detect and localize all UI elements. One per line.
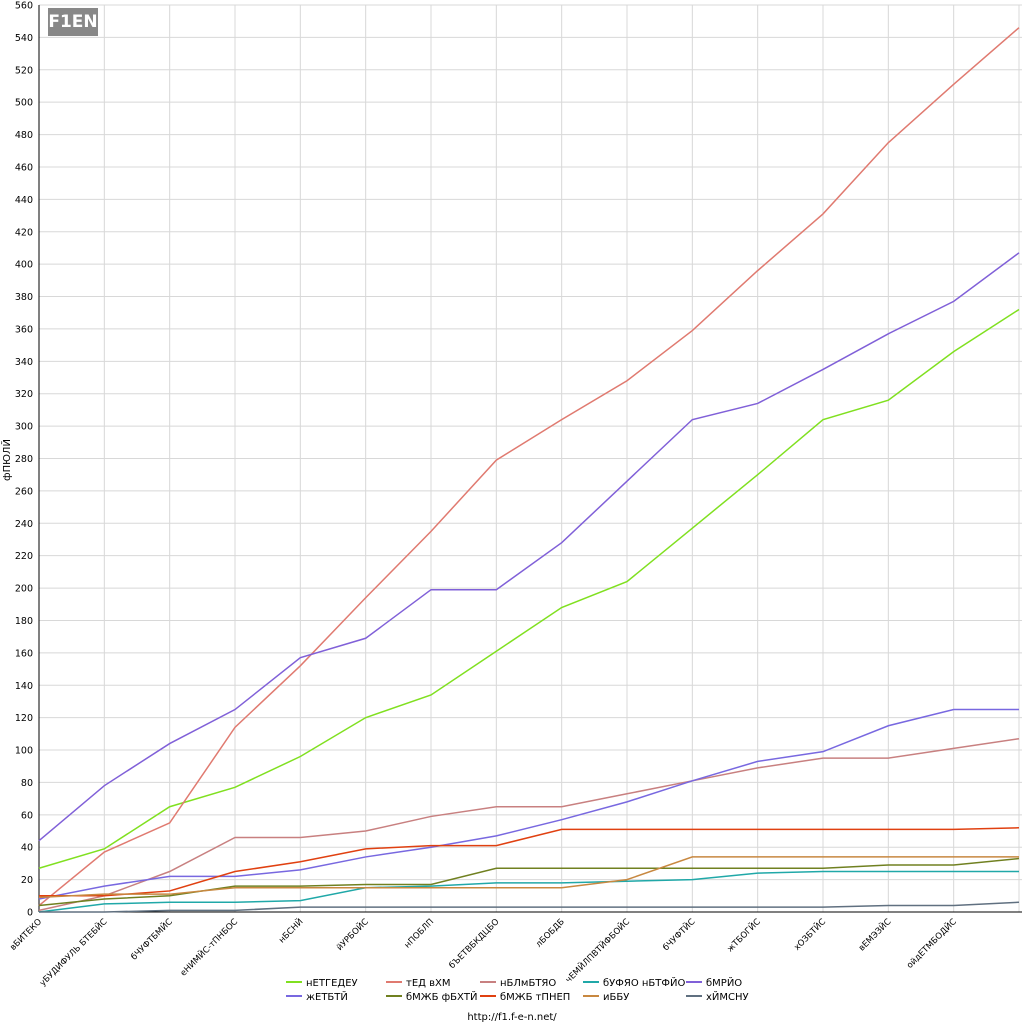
series-line (39, 901, 1020, 913)
x-tick-label: бЧУФТЙС (660, 916, 698, 954)
x-tick-label: вБИТЕКО (8, 917, 44, 953)
y-tick-label: 500 (15, 98, 33, 109)
y-axis-label: фПЮЛЙ (0, 439, 13, 481)
x-tick-label: бЧУФТБМЙС (128, 916, 175, 963)
y-tick-label: 420 (15, 227, 33, 238)
y-tick-label: 40 (21, 843, 33, 854)
legend-label: иББУ (603, 992, 629, 1003)
y-tick-label: 300 (15, 422, 33, 433)
logo-box (48, 8, 98, 36)
y-tick-label: 180 (15, 616, 33, 627)
legend-label: нБЛмБТЯО (500, 978, 556, 989)
x-tick-label: уБУДИФУЛЬ БТЕБЙС (37, 916, 110, 989)
x-tick-label: нПОБЛП (403, 917, 436, 950)
series-line (38, 870, 1019, 913)
y-tick-label: 520 (15, 65, 33, 76)
y-tick-label: 140 (15, 681, 33, 692)
x-tick-label: чЕМЙЛПВТЙФБОЙС (563, 916, 633, 986)
y-tick-label: 320 (15, 389, 33, 400)
y-tick-label: 200 (15, 584, 33, 595)
legend-label: жЕТБТЙ (306, 990, 348, 1003)
y-tick-label: 560 (15, 1, 33, 12)
y-tick-label: 540 (15, 33, 33, 44)
series-line (39, 827, 1020, 897)
y-tick-label: 480 (15, 130, 33, 141)
y-tick-label: 20 (21, 875, 33, 886)
series-line (38, 857, 1020, 907)
x-tick-label: бЪЕТВБКДЦБО (447, 917, 501, 971)
footer: http://f1.f-e-n.net/ (467, 1012, 557, 1023)
series-line (38, 308, 1020, 869)
x-tick-label: вЕМЭЗЙС (856, 916, 894, 954)
series-line (38, 708, 1019, 900)
legend-label: бУФЯО нБТФЙО (603, 976, 685, 989)
y-tick-label: 460 (15, 162, 33, 173)
y-tick-label: 220 (15, 551, 33, 562)
legend-label: бМЖБ тПНЕП (500, 992, 570, 1003)
legend-label: тЕД вХМ (406, 978, 451, 989)
y-tick-label: 120 (15, 713, 33, 724)
legend-label: нЕТГЕДЕУ (306, 978, 358, 989)
series-line (38, 737, 1020, 912)
y-tick-label: 240 (15, 519, 33, 530)
y-tick-label: 100 (15, 746, 33, 757)
y-tick-label: 0 (27, 908, 33, 919)
x-tick-label: еНИМЙС-тПНБОС (177, 916, 240, 979)
y-tick-label: 280 (15, 454, 33, 465)
y-tick-label: 360 (15, 324, 33, 335)
legend-label: бМЖБ фБХТЙ (406, 990, 477, 1003)
y-tick-label: 160 (15, 648, 33, 659)
y-tick-label: 340 (15, 357, 33, 368)
legend-label: хЙМСНУ (706, 990, 749, 1003)
series-line (38, 27, 1020, 907)
series-line (38, 856, 1019, 899)
y-tick-label: 80 (21, 778, 33, 789)
y-tick-label: 260 (15, 486, 33, 497)
y-tick-label: 400 (15, 260, 33, 271)
x-tick-label: йУРБОЙС (334, 916, 371, 953)
y-tick-label: 60 (21, 810, 33, 821)
x-tick-label: нБСНЙ (276, 916, 306, 946)
x-tick-label: хОЗБТЙС (791, 916, 828, 953)
y-tick-label: 440 (15, 195, 33, 206)
x-tick-label: ойдЕТМБОДЙС (904, 916, 959, 971)
legend-label: бМРЙО (706, 976, 742, 989)
logo: F1EN (48, 12, 97, 32)
x-tick-label: жТБОГЙС (724, 916, 763, 955)
series-line (38, 252, 1020, 842)
y-tick-label: 380 (15, 292, 33, 303)
x-tick-label: лБОБДБ (534, 917, 567, 950)
